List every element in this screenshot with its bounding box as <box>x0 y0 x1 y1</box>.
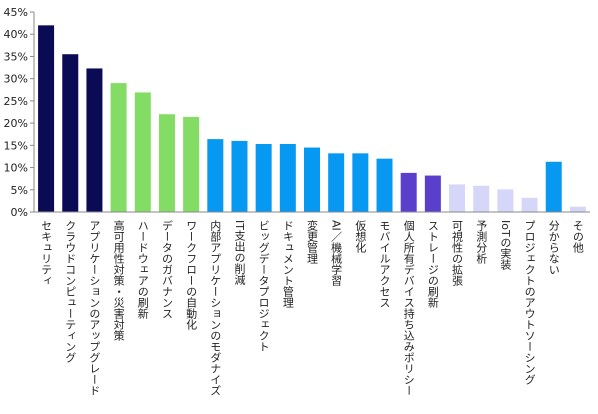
bar <box>424 175 441 212</box>
y-tick-label: 0% <box>11 206 28 219</box>
x-tick-label: 高可用性対策・災害対策 <box>112 219 125 341</box>
x-tick-label: 仮想化 <box>354 220 367 254</box>
x-axis-labels: セキュリティ クラウドコンピューティング アプリケーションのアップグレード 高可用性対… <box>40 219 585 396</box>
bar <box>304 147 320 212</box>
x-tick-label: 内部アプリケーションのモダナイズ <box>209 219 222 396</box>
x-tick-label: IoTの実装 <box>499 220 512 270</box>
bar <box>279 144 296 212</box>
y-axis-ticks: 0% 5% 10% 15% 20% 25% 30% 35% 40% 45% <box>4 6 34 219</box>
bar <box>521 197 538 212</box>
x-tick-label: クラウドコンピューティング <box>64 220 77 363</box>
y-tick-label: 30% <box>4 73 28 86</box>
bar <box>400 172 417 212</box>
bar <box>328 153 345 212</box>
y-tick-label: 15% <box>4 139 28 152</box>
x-tick-label: ハードウェアの刷新 <box>136 220 149 319</box>
x-tick-label: 可視性の拡張 <box>451 220 464 287</box>
x-tick-label: ビッグデータプロジェクト <box>257 220 270 352</box>
bar <box>473 185 490 212</box>
bar <box>62 54 79 212</box>
bar <box>255 144 272 212</box>
bar <box>376 158 393 212</box>
bar <box>231 140 248 212</box>
y-tick-label: 45% <box>4 6 28 19</box>
bar <box>86 68 103 212</box>
bar <box>497 189 514 212</box>
x-tick-label: 変更管理 <box>306 219 319 264</box>
bar <box>207 139 224 212</box>
y-tick-label: 35% <box>4 50 28 63</box>
y-tick-label: 20% <box>4 117 28 130</box>
x-tick-label: その他 <box>571 220 584 253</box>
y-tick-label: 25% <box>4 95 28 108</box>
bar <box>134 92 151 212</box>
y-tick-label: 40% <box>4 28 28 41</box>
bar <box>110 83 127 212</box>
x-tick-label: プロジェクトのアウトソーシング <box>523 220 536 385</box>
bar <box>449 184 466 212</box>
bars <box>38 25 586 213</box>
x-tick-label: データのガバナンス <box>160 219 173 319</box>
bar <box>38 25 55 213</box>
y-tick-label: 10% <box>4 162 28 175</box>
x-tick-label: ワークフローの自動化 <box>185 220 198 331</box>
bar <box>352 153 369 212</box>
bar <box>569 206 586 212</box>
x-tick-label: モバイルアクセス <box>378 220 391 308</box>
bar <box>158 114 175 212</box>
x-tick-label: アプリケーションのアップグレード <box>88 220 101 396</box>
x-tick-label: 分からない <box>547 220 560 275</box>
y-tick-label: 5% <box>11 184 28 197</box>
x-tick-label: IT支出の削減 <box>233 220 246 286</box>
bar <box>545 161 562 212</box>
x-tick-label: AI／機械学習 <box>330 220 343 286</box>
x-tick-label: ストレージの刷新 <box>426 220 439 308</box>
x-tick-label: 予測分析 <box>475 220 488 265</box>
x-tick-label: 個人所有デバイス持ち込みポリシー <box>402 220 415 396</box>
bar <box>183 116 200 212</box>
x-tick-label: ドキュメント管理 <box>281 220 294 308</box>
x-tick-label: セキュリティ <box>40 220 53 286</box>
